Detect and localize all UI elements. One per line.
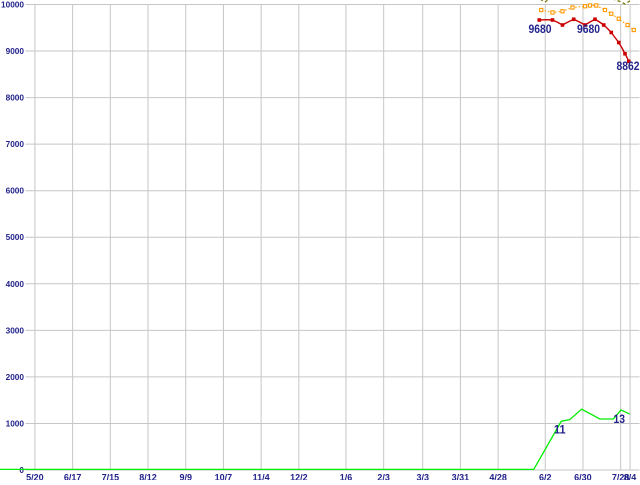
svg-text:10/7: 10/7 [215,473,233,481]
svg-text:6/17: 6/17 [64,473,82,481]
svg-text:5/20: 5/20 [26,473,44,481]
svg-text:3/3: 3/3 [416,473,429,481]
svg-text:8862: 8862 [617,61,640,73]
svg-text:9680: 9680 [577,24,600,36]
svg-text:8/4: 8/4 [624,473,637,481]
svg-text:4000: 4000 [6,280,25,289]
svg-text:3/31: 3/31 [452,473,470,481]
svg-text:7000: 7000 [6,140,25,149]
svg-text:10000: 10000 [1,1,25,10]
svg-text:8/12: 8/12 [139,473,157,481]
svg-text:6/2: 6/2 [539,473,552,481]
svg-text:5000: 5000 [6,233,25,242]
svg-text:13: 13 [614,414,626,426]
svg-text:0: 0 [19,466,24,475]
svg-text:4/28: 4/28 [489,473,507,481]
svg-text:1000: 1000 [6,419,25,428]
svg-text:2/3: 2/3 [377,473,390,481]
svg-text:2000: 2000 [6,373,25,382]
svg-text:9000: 9000 [6,47,25,56]
svg-text:12/2: 12/2 [290,473,308,481]
svg-text:8000: 8000 [6,94,25,103]
svg-text:3000: 3000 [6,326,25,335]
svg-text:7/15: 7/15 [102,473,120,481]
svg-text:9680: 9680 [529,24,552,36]
svg-text:6/30: 6/30 [574,473,592,481]
svg-text:11: 11 [554,425,566,437]
svg-text:6000: 6000 [6,187,25,196]
svg-text:1/6: 1/6 [340,473,353,481]
svg-text:9/9: 9/9 [179,473,192,481]
svg-text:11/4: 11/4 [253,473,270,481]
